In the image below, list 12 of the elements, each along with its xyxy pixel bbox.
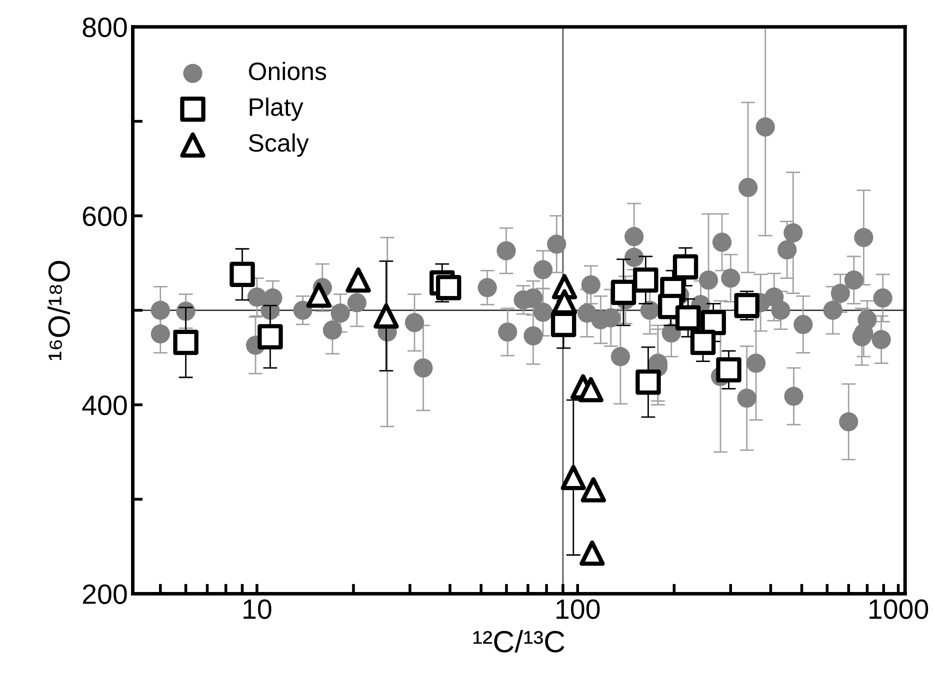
y-tick-label: 200 — [82, 584, 127, 604]
x-tick-label: 1000 — [870, 599, 928, 620]
x-tick-label: 10 — [244, 599, 272, 620]
y-axis-title: ¹⁶O/¹⁸O — [48, 260, 70, 360]
legend-label: Onions — [248, 62, 326, 80]
legend-label: Platy — [250, 98, 304, 121]
x-axis-title: ¹²C/¹³C — [473, 630, 564, 652]
y-tick-label: 800 — [82, 18, 127, 38]
y-tick-label: 400 — [82, 395, 127, 416]
x-tick-label: 100 — [556, 599, 600, 620]
legend-label: Scaly — [248, 133, 309, 157]
y-tick-label: 600 — [82, 206, 127, 226]
